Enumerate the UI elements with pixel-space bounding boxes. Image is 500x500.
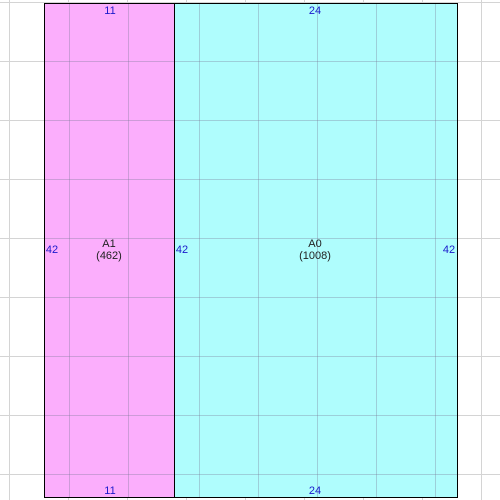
a0-right-dimension: 42: [442, 244, 456, 256]
a0-bottom-dimension: 24: [308, 485, 322, 497]
a1-top-dimension: 11: [104, 5, 116, 17]
a0-area: (1008): [299, 250, 331, 262]
a1-left-dimension: 42: [45, 244, 59, 256]
a0-left-dimension: 42: [175, 244, 189, 256]
region-a1: [44, 3, 175, 498]
a1-name: A1: [102, 238, 116, 250]
a0-top-dimension: 24: [308, 5, 322, 17]
region-a0: [174, 3, 458, 498]
a0-name: A0: [308, 238, 322, 250]
a1-area: (462): [96, 250, 122, 262]
a1-bottom-dimension: 11: [104, 485, 116, 497]
